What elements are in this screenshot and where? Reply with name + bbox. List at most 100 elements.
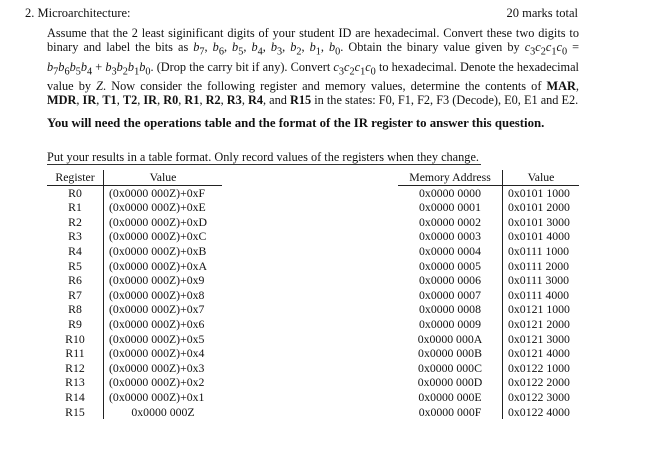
column-header: Value xyxy=(103,170,222,186)
table-cell: 0x0000 000B xyxy=(398,346,503,361)
table-cell: (0x0000 000Z)+0x5 xyxy=(109,331,205,346)
table-row: R14 (0x0000 000Z)+0x1 xyxy=(47,389,222,405)
table-row: R8 (0x0000 000Z)+0x7 xyxy=(47,302,222,317)
table-cell: R13 xyxy=(47,375,104,390)
table-row: 0x0000 0004 0x0111 1000 xyxy=(398,243,579,259)
table-cell: R10 xyxy=(47,331,104,347)
table-row: 0x0000 000B 0x0121 4000 xyxy=(398,346,579,361)
table-cell: 0x0000 0008 xyxy=(398,302,503,317)
question-title: Microarchitecture: xyxy=(37,6,131,20)
table-cell: 0x0101 4000 xyxy=(508,229,570,244)
table-cell: R12 xyxy=(47,360,104,376)
table-cell: 0x0000 0001 xyxy=(398,200,503,215)
table-cell: R1 xyxy=(47,200,104,215)
table-cell: (0x0000 000Z)+0xF xyxy=(109,185,206,200)
column-header: Value xyxy=(502,170,579,186)
table-row: 0x0000 0002 0x0101 3000 xyxy=(398,214,579,230)
table-cell: R11 xyxy=(47,346,104,361)
table-cell: 0x0121 2000 xyxy=(508,316,570,331)
table-row: R0 (0x0000 000Z)+0xF xyxy=(47,185,222,201)
table-cell: (0x0000 000Z)+0x7 xyxy=(109,302,205,317)
table-row: R13 (0x0000 000Z)+0x2 xyxy=(47,375,222,390)
table-cell: 0x0000 0002 xyxy=(398,214,503,230)
question-paragraph: Assume that the 2 least siginificant dig… xyxy=(47,26,580,108)
table-cell: 0x0111 4000 xyxy=(508,287,570,302)
memory-table: Memory Address Value 0x0000 0000 0x0101 1… xyxy=(398,170,579,420)
table-cell: 0x0000 000D xyxy=(398,375,503,390)
table-cell: R7 xyxy=(47,287,104,303)
table-cell: R8 xyxy=(47,302,104,317)
table-row: R7 (0x0000 000Z)+0x8 xyxy=(47,287,222,303)
table-cell: R6 xyxy=(47,273,104,288)
table-row: R3 (0x0000 000Z)+0xC xyxy=(47,229,222,244)
table-cell: 0x0122 3000 xyxy=(508,389,570,404)
table-cell: (0x0000 000Z)+0x9 xyxy=(109,273,205,288)
table-row: 0x0000 000D 0x0122 2000 xyxy=(398,375,579,390)
table-row: 0x0000 000C 0x0122 1000 xyxy=(398,360,579,376)
table-row: 0x0000 0005 0x0111 2000 xyxy=(398,258,579,274)
table-cell: 0x0000 000A xyxy=(398,331,503,347)
table-cell: 0x0122 1000 xyxy=(508,360,570,375)
question-number: 2. xyxy=(25,6,35,20)
bold-note: You will need the operations table and t… xyxy=(47,116,545,130)
table-cell: 0x0101 2000 xyxy=(508,200,570,215)
column-header: Memory Address xyxy=(398,170,503,186)
table-row: R6 (0x0000 000Z)+0x9 xyxy=(47,273,222,288)
table-cell: 0x0000 000E xyxy=(398,389,503,405)
table-cell: (0x0000 000Z)+0x1 xyxy=(109,389,205,404)
table-row: 0x0000 000A 0x0121 3000 xyxy=(398,331,579,347)
table-cell: 0x0000 0005 xyxy=(398,258,503,274)
table-cell: (0x0000 000Z)+0xE xyxy=(109,200,206,215)
table-cell: R4 xyxy=(47,243,104,259)
table-row: 0x0000 000F 0x0122 4000 xyxy=(398,404,579,420)
table-cell: 0x0121 1000 xyxy=(508,302,570,317)
table-cell: 0x0000 000C xyxy=(398,360,503,376)
table-cell: 0x0000 0007 xyxy=(398,287,503,303)
table-cell: 0x0111 3000 xyxy=(508,273,570,288)
table-cell: (0x0000 000Z)+0xD xyxy=(109,214,208,229)
table-cell: R0 xyxy=(47,185,104,201)
table-row: 0x0000 000E 0x0122 3000 xyxy=(398,389,579,405)
table-cell: 0x0000 0009 xyxy=(398,316,503,332)
table-cell: 0x0101 1000 xyxy=(508,185,570,200)
table-cell: 0x0111 1000 xyxy=(508,243,570,258)
table-cell: (0x0000 000Z)+0x2 xyxy=(109,375,205,390)
instruction: Put your results in a table format. Only… xyxy=(47,150,481,165)
table-cell: (0x0000 000Z)+0x6 xyxy=(109,316,205,331)
register-table: Register Value R0 (0x0000 000Z)+0xF R1 (0x0… xyxy=(47,170,222,420)
table-cell: 0x0111 2000 xyxy=(508,258,570,273)
table-row: R5 (0x0000 000Z)+0xA xyxy=(47,258,222,274)
table-row: 0x0000 0000 0x0101 1000 xyxy=(398,185,579,201)
table-row: 0x0000 0001 0x0101 2000 xyxy=(398,200,579,215)
table-cell: (0x0000 000Z)+0x8 xyxy=(109,287,205,302)
table-cell: (0x0000 000Z)+0x3 xyxy=(109,360,205,375)
table-cell: 0x0000 0003 xyxy=(398,229,503,244)
table-row: 0x0000 0009 0x0121 2000 xyxy=(398,316,579,332)
table-cell: R3 xyxy=(47,229,104,244)
table-cell: 0x0000 000F xyxy=(398,404,503,420)
table-cell: 0x0122 4000 xyxy=(508,404,570,419)
table-cell: 0x0122 2000 xyxy=(508,375,570,390)
table-cell: R14 xyxy=(47,389,104,405)
column-header: Register xyxy=(47,170,104,186)
marks-total: 20 marks total xyxy=(506,6,578,20)
table-row: R15 0x0000 000Z xyxy=(47,404,222,420)
table-cell: R5 xyxy=(47,258,104,274)
table-cell: 0x0000 0006 xyxy=(398,273,503,288)
question-heading: 2. Microarchitecture: xyxy=(25,6,131,21)
table-row: R4 (0x0000 000Z)+0xB xyxy=(47,243,222,259)
table-cell: (0x0000 000Z)+0xA xyxy=(109,258,208,273)
table-cell: (0x0000 000Z)+0xC xyxy=(109,229,207,244)
table-row: R1 (0x0000 000Z)+0xE xyxy=(47,200,222,215)
table-row: 0x0000 0003 0x0101 4000 xyxy=(398,229,579,244)
table-cell: 0x0101 3000 xyxy=(508,214,570,229)
table-row: 0x0000 0007 0x0111 4000 xyxy=(398,287,579,303)
table-row: 0x0000 0006 0x0111 3000 xyxy=(398,273,579,288)
table-row: R9 (0x0000 000Z)+0x6 xyxy=(47,316,222,332)
table-cell: R2 xyxy=(47,214,104,230)
table-cell: R9 xyxy=(47,316,104,332)
table-cell: 0x0121 4000 xyxy=(508,346,570,361)
table-row: R12 (0x0000 000Z)+0x3 xyxy=(47,360,222,376)
table-cell: 0x0121 3000 xyxy=(508,331,570,346)
table-cell: (0x0000 000Z)+0xB xyxy=(109,243,207,258)
